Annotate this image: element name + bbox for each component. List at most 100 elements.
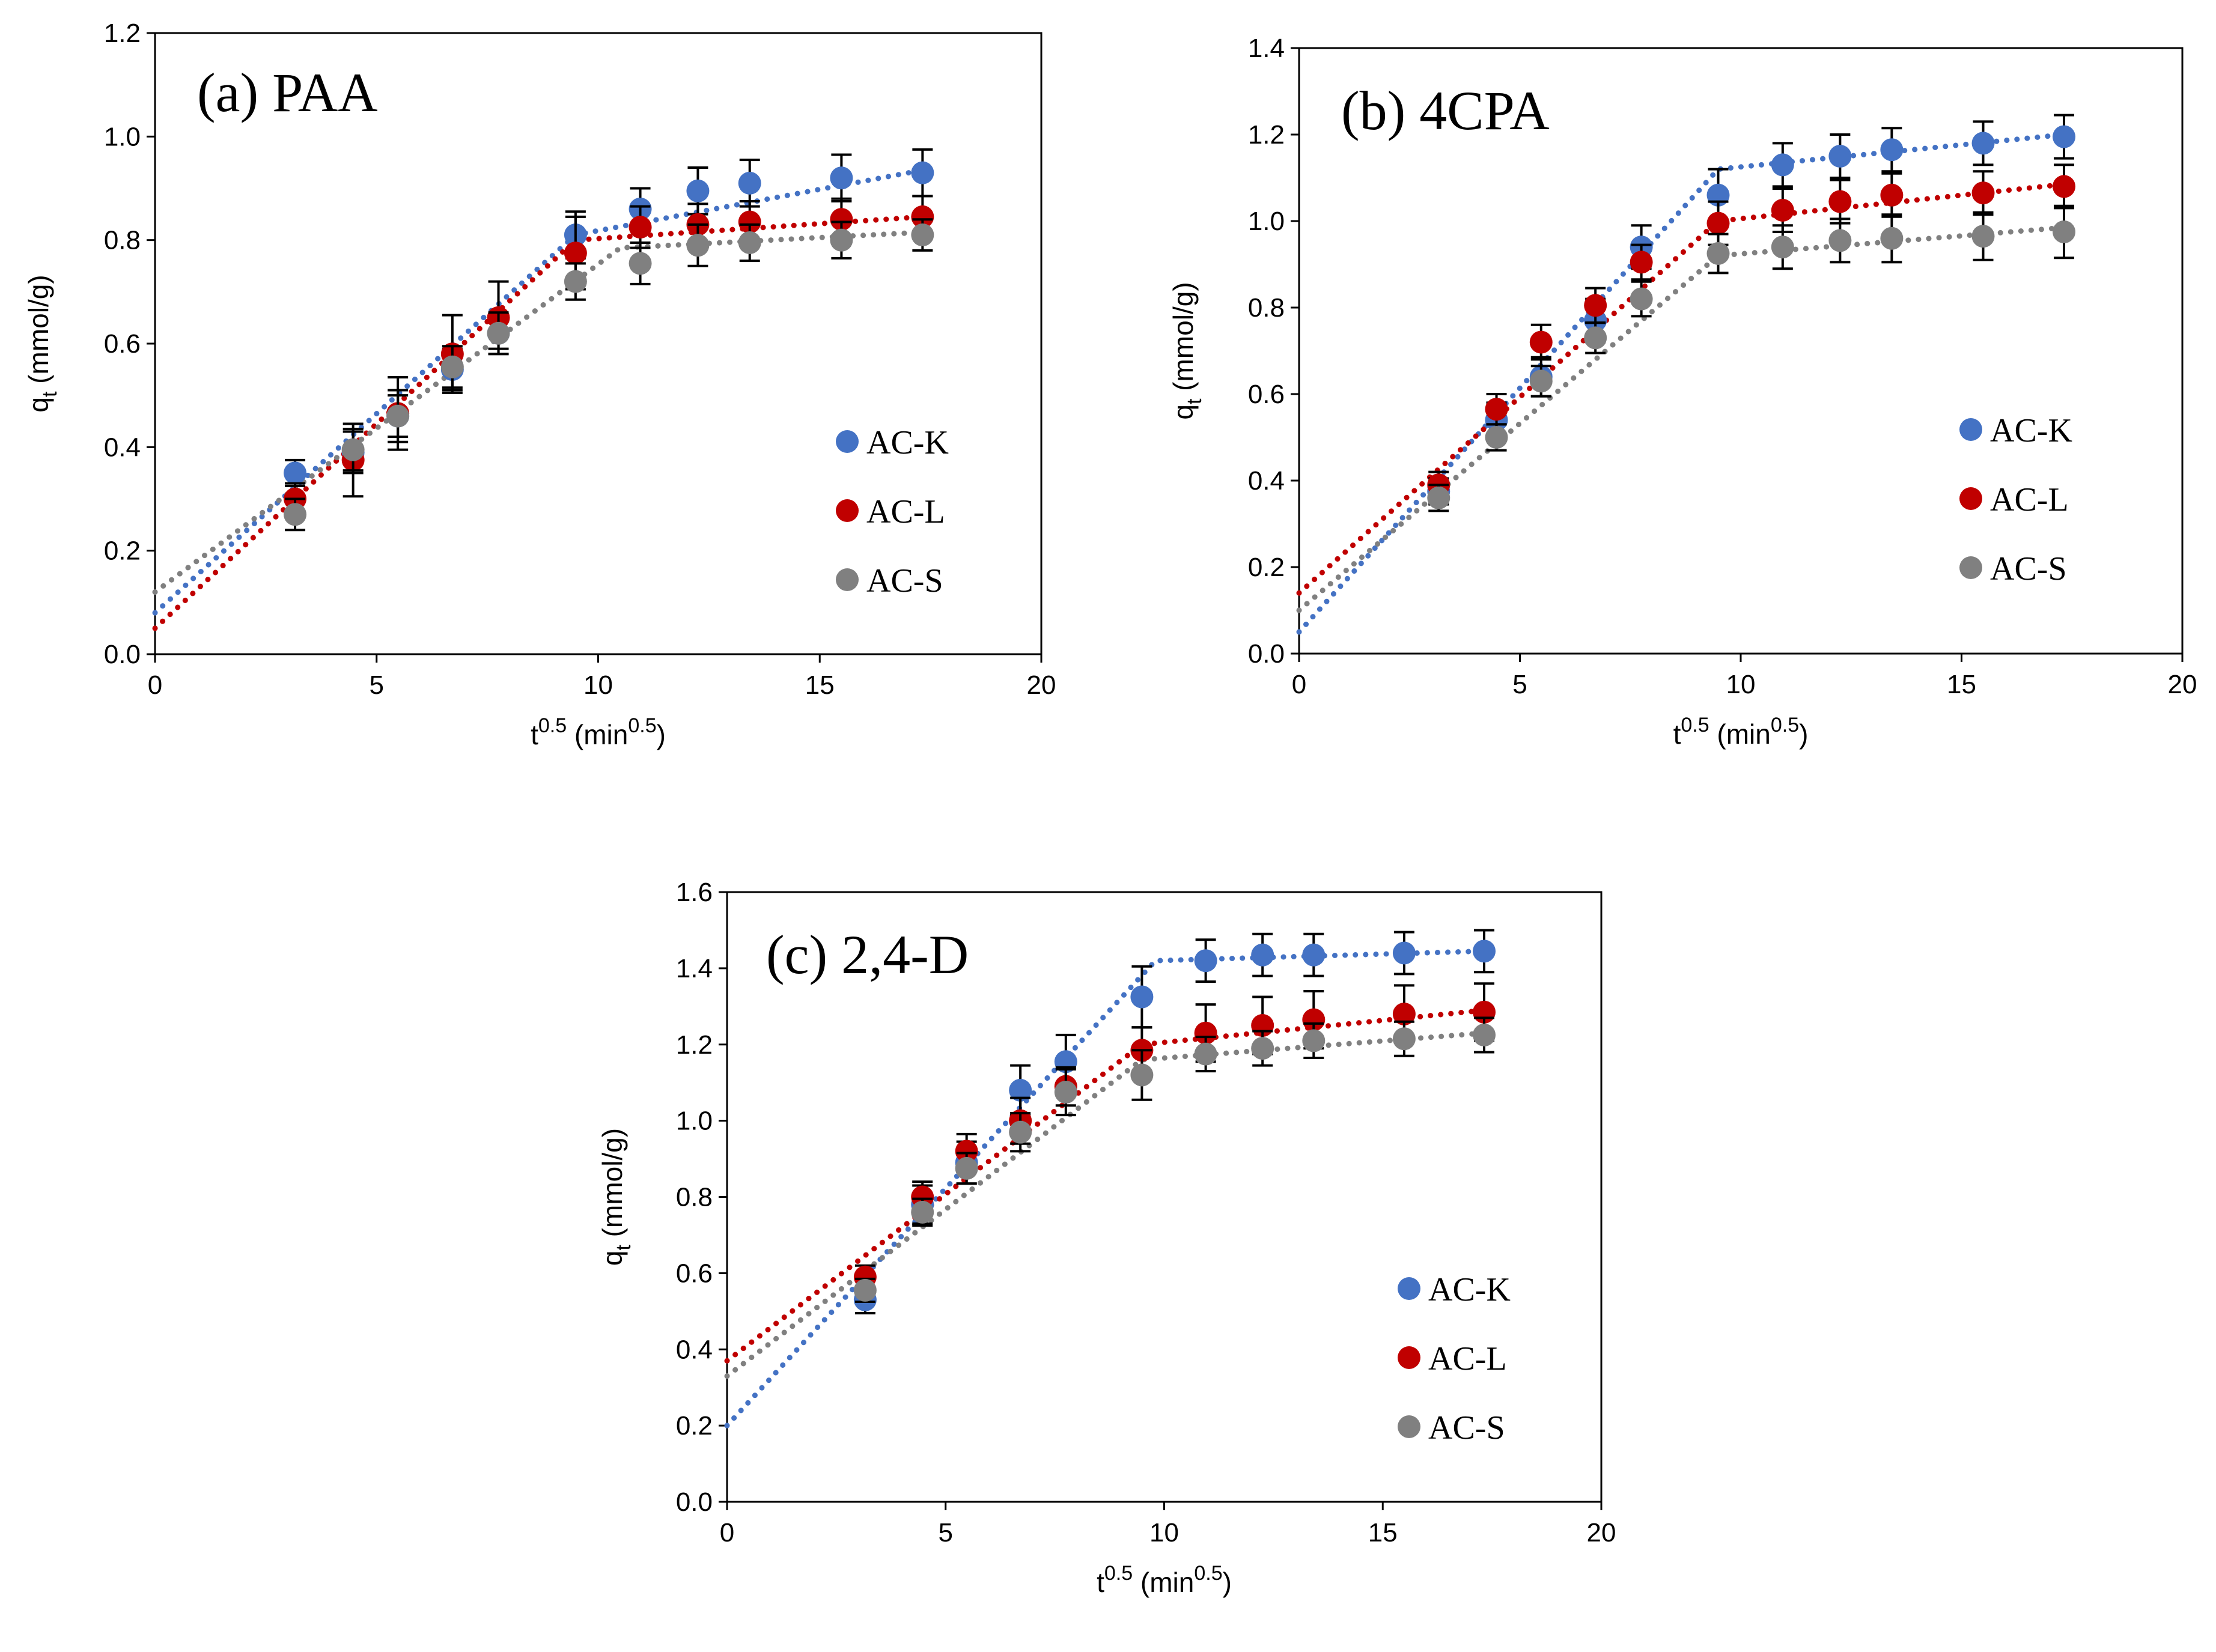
data-point-ac-l: [1194, 1021, 1217, 1045]
x-tick-label: 10: [1149, 1518, 1179, 1547]
panel-title: (c) 2,4-D: [766, 924, 969, 985]
data-point-ac-l: [1302, 1008, 1326, 1031]
legend-label-ac-l: AC-L: [866, 493, 945, 530]
chart-panel-4cpa: 0.0 0.2 0.4 0.6 0.8 1.0 1.2 1.4 0 5 10 15 20 t0.5 (mi…: [1167, 34, 2197, 750]
data-point-ac-s: [1392, 1027, 1416, 1051]
data-point-ac-s: [1485, 426, 1508, 449]
data-point-ac-l: [1485, 398, 1508, 421]
data-point-ac-s: [341, 438, 365, 461]
data-point-ac-s: [1529, 369, 1553, 393]
legend-label-ac-l: AC-L: [1990, 481, 2069, 518]
data-point-ac-k: [1771, 153, 1794, 177]
y-axis-title: qt (mmol/g): [1167, 282, 1206, 419]
legend-marker-ac-s: [1959, 556, 1982, 579]
data-point-ac-l: [1392, 1003, 1416, 1025]
data-point-ac-k: [1880, 138, 1904, 162]
data-point-ac-k: [1473, 940, 1496, 963]
data-point-ac-k: [1392, 941, 1416, 965]
chart-panel-24d: 0.0 0.2 0.4 0.6 0.8 1.0 1.2 1.4 1.6 0 5 10 15 20 t0.5 …: [597, 878, 1616, 1598]
data-point-ac-k: [911, 161, 934, 184]
legend-label-ac-l: AC-L: [1428, 1340, 1507, 1377]
x-tick-label: 20: [2168, 670, 2197, 699]
data-point-ac-k: [1194, 949, 1217, 973]
y-tick-label: 0.2: [1248, 553, 1285, 582]
y-tick-label: 0.0: [1248, 639, 1285, 669]
legend-label-ac-s: AC-S: [1990, 550, 2067, 588]
chart-panel-paa: 0.0 0.2 0.4 0.6 0.8 1.0 1.2 0 5 10 15 20 t0.5 (min0.…: [23, 19, 1056, 750]
data-point-ac-k: [1251, 943, 1274, 967]
data-point-ac-s: [2053, 220, 2076, 243]
y-tick-label: 0.0: [676, 1487, 713, 1517]
legend-marker-ac-k: [1959, 418, 1982, 441]
legend-marker-ac-l: [1959, 487, 1982, 510]
x-tick-label: 15: [1368, 1518, 1398, 1547]
data-point-ac-k: [2053, 125, 2076, 148]
data-point-ac-s: [629, 252, 652, 275]
legend-marker-ac-s: [836, 568, 859, 591]
x-tick-label: 5: [1512, 670, 1527, 699]
y-tick-label: 0.4: [104, 433, 141, 462]
data-point-ac-k: [738, 171, 761, 195]
y-tick-label: 1.0: [1248, 207, 1285, 236]
legend-marker-ac-l: [836, 499, 859, 522]
y-tick-label: 1.4: [1248, 34, 1285, 63]
data-point-ac-s: [386, 404, 410, 428]
data-point-ac-s: [853, 1278, 877, 1302]
data-point-ac-l: [1529, 330, 1553, 354]
data-point-ac-s: [1880, 226, 1904, 250]
legend-label-ac-k: AC-K: [1428, 1271, 1511, 1308]
data-point-ac-s: [686, 234, 710, 257]
data-point-ac-l: [738, 210, 761, 234]
x-tick-label: 10: [583, 670, 613, 700]
data-point-ac-l: [1630, 251, 1653, 274]
trendline-ac-s: [152, 229, 925, 595]
data-point-ac-s: [284, 503, 307, 526]
x-tick-label: 0: [148, 670, 162, 700]
data-point-ac-k: [1302, 943, 1326, 967]
x-tick-label: 20: [1587, 1518, 1616, 1547]
y-tick-label: 0.4: [1248, 466, 1285, 496]
data-point-ac-s: [911, 223, 934, 247]
trendline-ac-k: [724, 948, 1487, 1429]
data-point-ac-l: [1706, 211, 1730, 235]
data-point-ac-s: [1971, 225, 1995, 248]
data-point-ac-s: [911, 1200, 934, 1224]
data-point-ac-k: [1009, 1078, 1032, 1102]
data-point-ac-l: [564, 241, 587, 265]
panel-title: (b) 4CPA: [1341, 80, 1550, 141]
data-point-ac-l: [629, 216, 652, 239]
y-tick-label: 0.6: [104, 329, 141, 359]
data-point-ac-s: [830, 228, 853, 252]
x-tick-label: 15: [1947, 670, 1976, 699]
y-axis-title: qt (mmol/g): [23, 275, 61, 412]
y-tick-label: 1.2: [676, 1030, 713, 1060]
data-point-ac-s: [955, 1156, 978, 1180]
legend-label-ac-k: AC-K: [1990, 412, 2072, 449]
data-point-ac-s: [1630, 287, 1653, 311]
data-point-ac-s: [1302, 1029, 1326, 1052]
legend-label-ac-s: AC-S: [866, 562, 943, 600]
legend-label-ac-k: AC-K: [866, 424, 949, 461]
data-point-ac-l: [2053, 175, 2076, 198]
x-tick-label: 20: [1027, 670, 1056, 700]
data-point-ac-s: [487, 321, 510, 345]
x-tick-label: 10: [1726, 670, 1756, 699]
data-point-ac-s: [738, 231, 761, 254]
y-tick-label: 0.0: [104, 640, 141, 669]
y-tick-label: 1.2: [104, 19, 141, 48]
y-tick-label: 1.6: [676, 878, 713, 907]
data-point-ac-k: [830, 166, 853, 190]
data-point-ac-s: [1584, 326, 1607, 350]
y-tick-label: 0.4: [676, 1335, 713, 1364]
data-point-ac-s: [564, 270, 587, 293]
data-point-ac-s: [1427, 486, 1450, 509]
x-tick-label: 5: [939, 1518, 953, 1547]
data-point-ac-k: [1971, 132, 1995, 155]
data-point-ac-l: [1771, 199, 1794, 222]
data-point-ac-l: [830, 208, 853, 231]
data-point-ac-k: [284, 461, 307, 485]
legend-marker-ac-k: [1398, 1277, 1420, 1300]
legend-marker-ac-l: [1398, 1346, 1420, 1369]
